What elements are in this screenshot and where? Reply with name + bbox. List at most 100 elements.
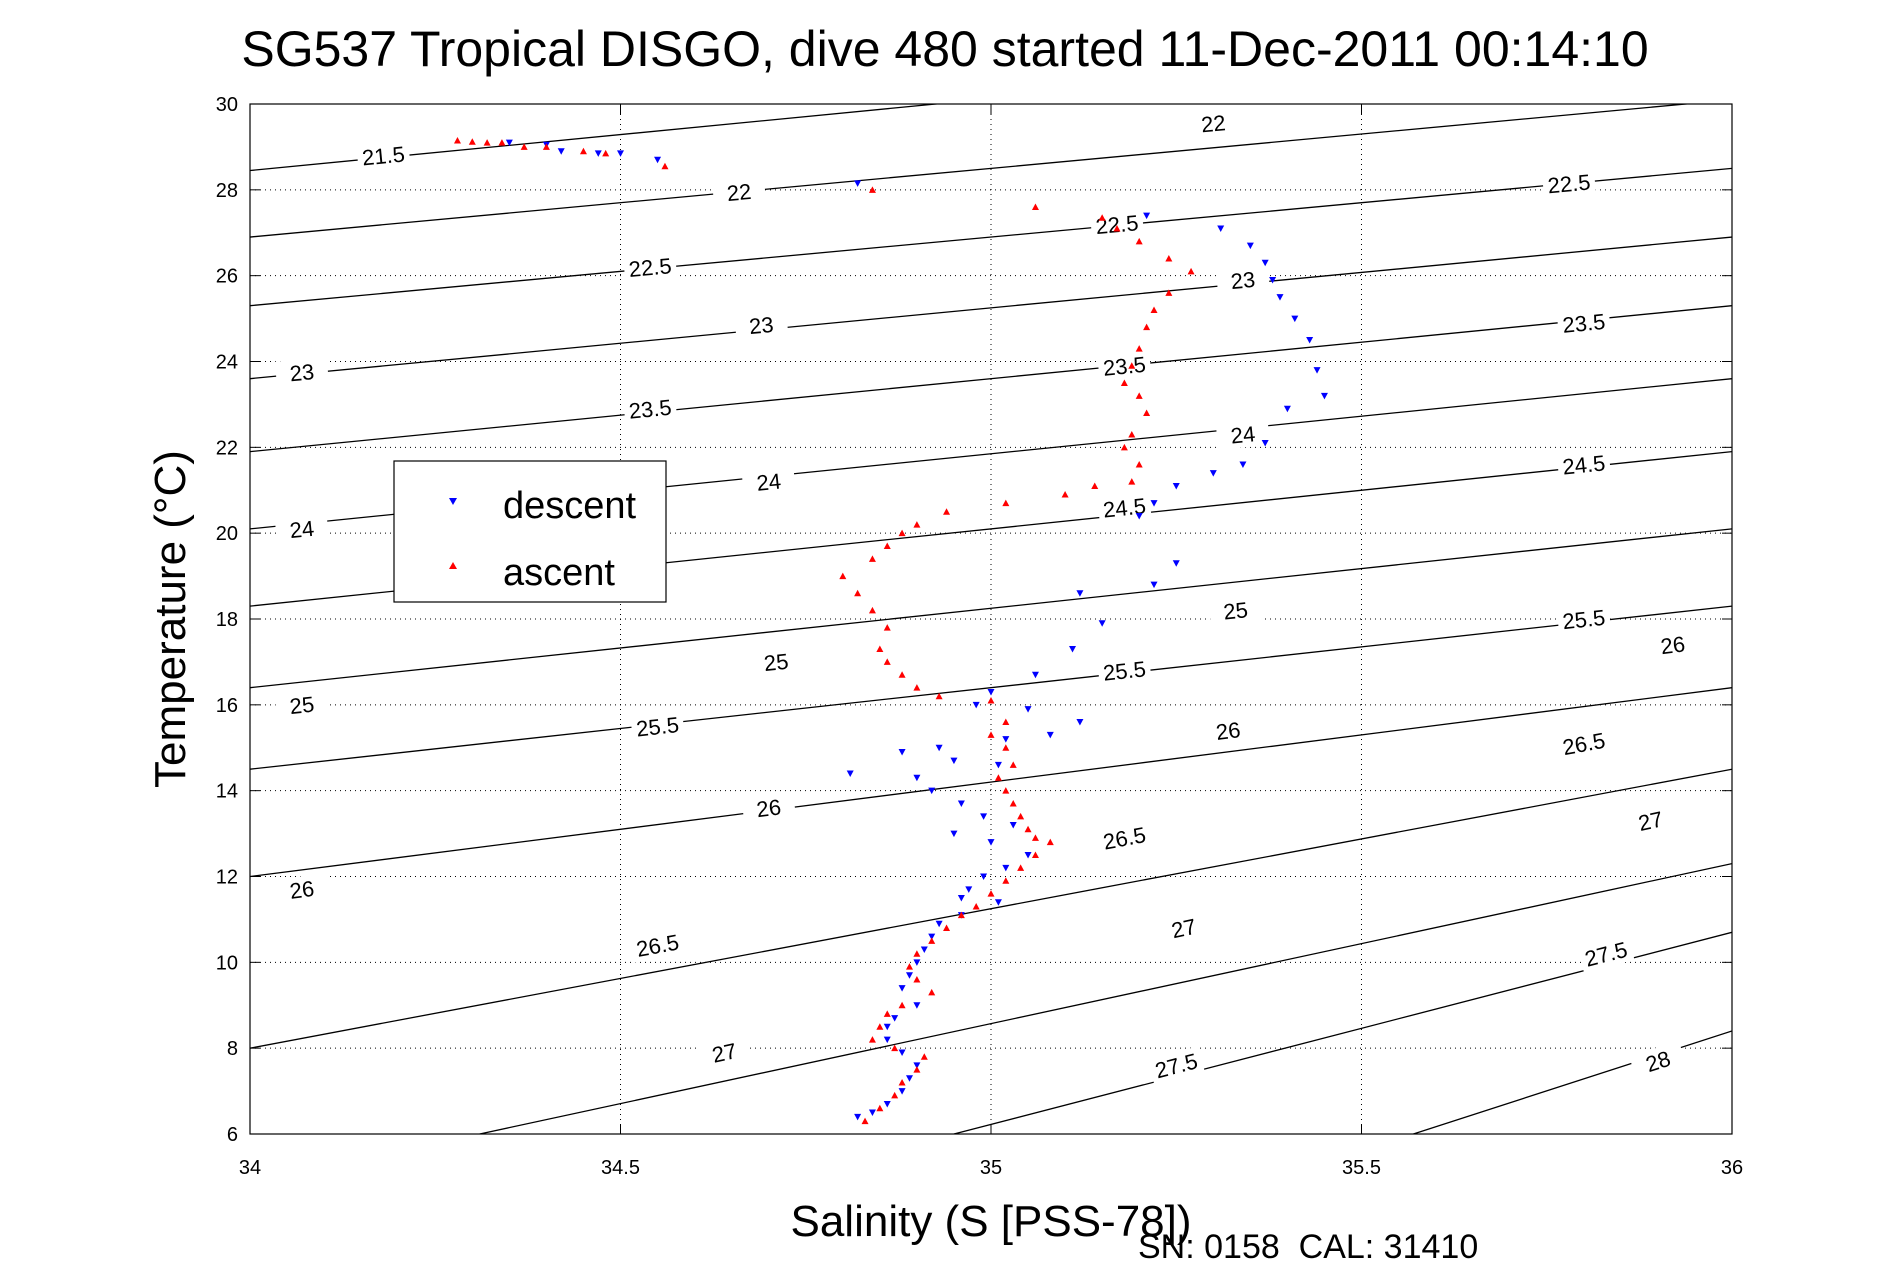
ascent-point: [876, 1023, 884, 1030]
ascent-point: [868, 606, 876, 614]
contour-label: 26: [1214, 717, 1241, 745]
descent-point: [1150, 581, 1158, 589]
ascent-point: [542, 143, 550, 150]
contour-label-bg: [274, 689, 330, 721]
ascent-point: [1113, 224, 1121, 232]
ascent-point: [876, 1104, 884, 1112]
contour-label: 25.5: [1561, 605, 1606, 635]
legend-ascent-label: ascent: [503, 552, 615, 594]
ascent-point: [883, 624, 891, 631]
y-tick-label: 12: [216, 867, 238, 889]
density-contour-25.5: [250, 605, 1732, 770]
contour-label: 22: [726, 179, 753, 206]
descent-point: [1076, 590, 1084, 597]
descent-point: [1024, 706, 1032, 713]
contour-label-bg: [1577, 934, 1635, 973]
ascent-point: [928, 937, 936, 944]
contour-label: 23: [1230, 267, 1257, 294]
contour-label: 27: [1636, 806, 1665, 836]
contour-label: 26: [1659, 631, 1686, 659]
contour-label-bg: [623, 251, 678, 283]
contour-label-bg: [741, 791, 797, 825]
descent-point: [980, 873, 988, 880]
ascent-point: [1002, 877, 1010, 884]
ascent-point: [868, 1036, 876, 1043]
density-contour-25: [250, 528, 1732, 689]
ascent-point: [1128, 478, 1136, 485]
axis-ticks: 34 34.5 35 35.5 36 6 8 10 12 14 16 18 20 22 24 26 28 30: [216, 94, 1743, 1179]
descent-point: [1261, 259, 1269, 267]
contour-label: 22.5: [1095, 210, 1140, 239]
contour-label: 22: [1200, 110, 1227, 137]
descent-point: [1143, 212, 1151, 220]
density-contour-21.5: [250, 104, 943, 172]
descent-point: [1276, 294, 1284, 301]
ascent-point: [883, 1010, 891, 1017]
contour-label: 23.5: [1102, 352, 1147, 381]
contour-label-bg: [1147, 1046, 1205, 1085]
density-contour-23.5: [250, 305, 1732, 453]
ascent-point: [868, 555, 876, 562]
contour-label: 24.5: [1102, 493, 1147, 522]
descent-point: [854, 1113, 862, 1121]
descent-point: [594, 150, 602, 157]
ascent-point: [579, 147, 587, 155]
contour-label-bg: [356, 140, 411, 171]
descent-point: [898, 985, 906, 992]
descent-point: [905, 972, 913, 979]
descent-point: [994, 761, 1002, 769]
ascent-point: [957, 911, 965, 919]
descent-point: [980, 813, 988, 820]
contour-label: 25.5: [635, 712, 680, 742]
legend-descent-label: descent: [503, 485, 637, 527]
density-contour-23: [250, 236, 1732, 380]
ascent-point: [1098, 214, 1106, 221]
ascent-point: [876, 645, 884, 653]
ascent-point: [453, 136, 461, 144]
density-contour-26.5: [250, 768, 1732, 1049]
descent-point: [987, 839, 995, 846]
contour-label-bg: [741, 466, 796, 498]
contour-label: 27: [710, 1038, 739, 1068]
contour-label: 23: [289, 359, 316, 386]
ascent-point: [913, 521, 921, 528]
descent-point: [928, 787, 936, 795]
descent-point: [1283, 405, 1291, 413]
contour-label: 22.5: [628, 253, 673, 282]
ascent-point: [1024, 825, 1032, 833]
descent-point: [957, 800, 965, 808]
ascent-point: [1143, 323, 1151, 331]
descent-point: [965, 886, 973, 893]
descent-point: [1172, 560, 1180, 567]
ascent-point: [1061, 491, 1069, 498]
descent-point: [1239, 461, 1247, 468]
density-contours: 21.5 22 22 22.5 22.5 22.5 23 23 23 23.5 23.5 23.5 24…: [250, 104, 1732, 1134]
contour-label-bg: [1089, 208, 1145, 240]
descent-point: [505, 139, 513, 147]
descent-point: [1269, 276, 1277, 284]
descent-point: [950, 757, 958, 765]
y-tick-label: 6: [227, 1124, 238, 1146]
descent-point: [1313, 367, 1321, 374]
ascent-point: [1143, 409, 1151, 416]
descent-point: [891, 1015, 899, 1022]
descent-point: [1291, 315, 1299, 323]
y-tick-label: 26: [216, 266, 238, 288]
x-tick-label: 35.5: [1342, 1157, 1381, 1179]
descent-point: [868, 1109, 876, 1117]
y-tick-label: 22: [216, 437, 238, 459]
ascent-point: [1031, 203, 1039, 210]
descent-point: [617, 150, 624, 157]
ascent-point: [1128, 362, 1136, 369]
ascent-point: [891, 1091, 899, 1099]
descent-point: [883, 1023, 891, 1031]
contour-label-bg: [630, 710, 685, 743]
descent-point: [654, 156, 662, 164]
x-tick-label: 34: [239, 1157, 261, 1179]
descent-point: [883, 1036, 891, 1044]
contour-label-bg: [1555, 725, 1612, 762]
descent-point: [1024, 852, 1032, 859]
ascent-point: [987, 890, 995, 897]
